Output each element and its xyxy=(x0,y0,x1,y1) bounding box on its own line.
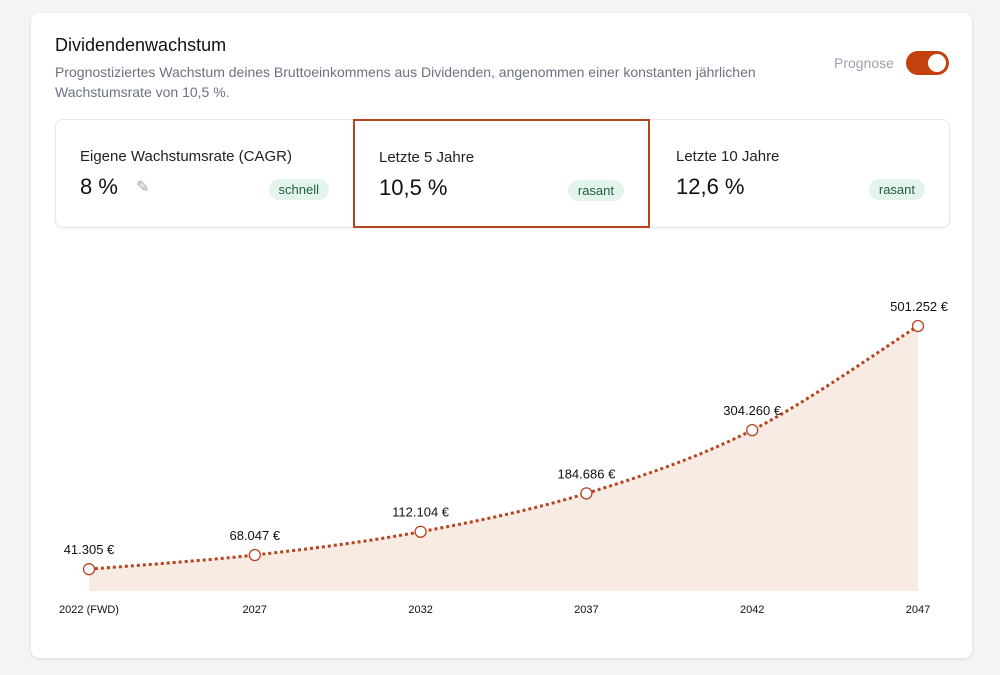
stat-label: Eigene Wachstumsrate (CAGR) xyxy=(80,148,293,165)
x-tick-label: 2022 (FWD) xyxy=(59,604,119,616)
forecast-toggle-label: Prognose xyxy=(834,55,894,71)
x-tick-label: 2027 xyxy=(243,604,267,616)
x-tick-label: 2042 xyxy=(740,604,764,616)
status-badge: rasant xyxy=(868,179,925,200)
stat-value: 10,5 % xyxy=(379,175,448,200)
growth-rate-options: Eigene Wachstumsrate (CAGR) 8 % ✎ schnel… xyxy=(55,119,950,228)
card-description: Prognostiziertes Wachstum deines Bruttoe… xyxy=(55,64,756,100)
stat-label: Letzte 10 Jahre xyxy=(676,148,780,165)
data-label: 68.047 € xyxy=(229,528,280,543)
x-tick-label: 2047 xyxy=(906,604,930,616)
stat-last-10-years[interactable]: Letzte 10 Jahre 12,6 % rasant xyxy=(652,120,949,227)
stat-own-cagr[interactable]: Eigene Wachstumsrate (CAGR) 8 % ✎ schnel… xyxy=(56,120,353,227)
data-label: 304.260 € xyxy=(723,403,782,418)
stat-value: 12,6 % xyxy=(676,174,745,199)
series-line xyxy=(88,324,919,571)
data-point xyxy=(414,525,427,538)
stat-last-5-years[interactable]: Letzte 5 Jahre 10,5 % rasant xyxy=(353,119,650,228)
data-point xyxy=(82,563,96,576)
data-label: 41.305 € xyxy=(64,542,115,557)
pencil-icon[interactable]: ✎ xyxy=(136,179,150,196)
stat-value: 8 % xyxy=(80,174,118,199)
stat-label: Letzte 5 Jahre xyxy=(379,149,475,166)
data-label: 112.104 € xyxy=(392,505,450,520)
card-title: Dividendenwachstum xyxy=(55,35,227,55)
status-badge: schnell xyxy=(268,179,329,200)
forecast-toggle[interactable] xyxy=(906,51,949,75)
x-tick-label: 2032 xyxy=(408,604,432,616)
data-point xyxy=(580,487,593,500)
area-fill xyxy=(89,326,918,591)
status-badge: rasant xyxy=(567,180,624,201)
data-point xyxy=(746,423,759,437)
data-label: 184.686 € xyxy=(557,466,616,481)
toggle-knob xyxy=(928,54,946,72)
data-point xyxy=(248,548,261,562)
data-label: 501.252 € xyxy=(890,299,949,314)
x-tick-label: 2037 xyxy=(574,604,598,616)
data-point xyxy=(911,319,925,333)
